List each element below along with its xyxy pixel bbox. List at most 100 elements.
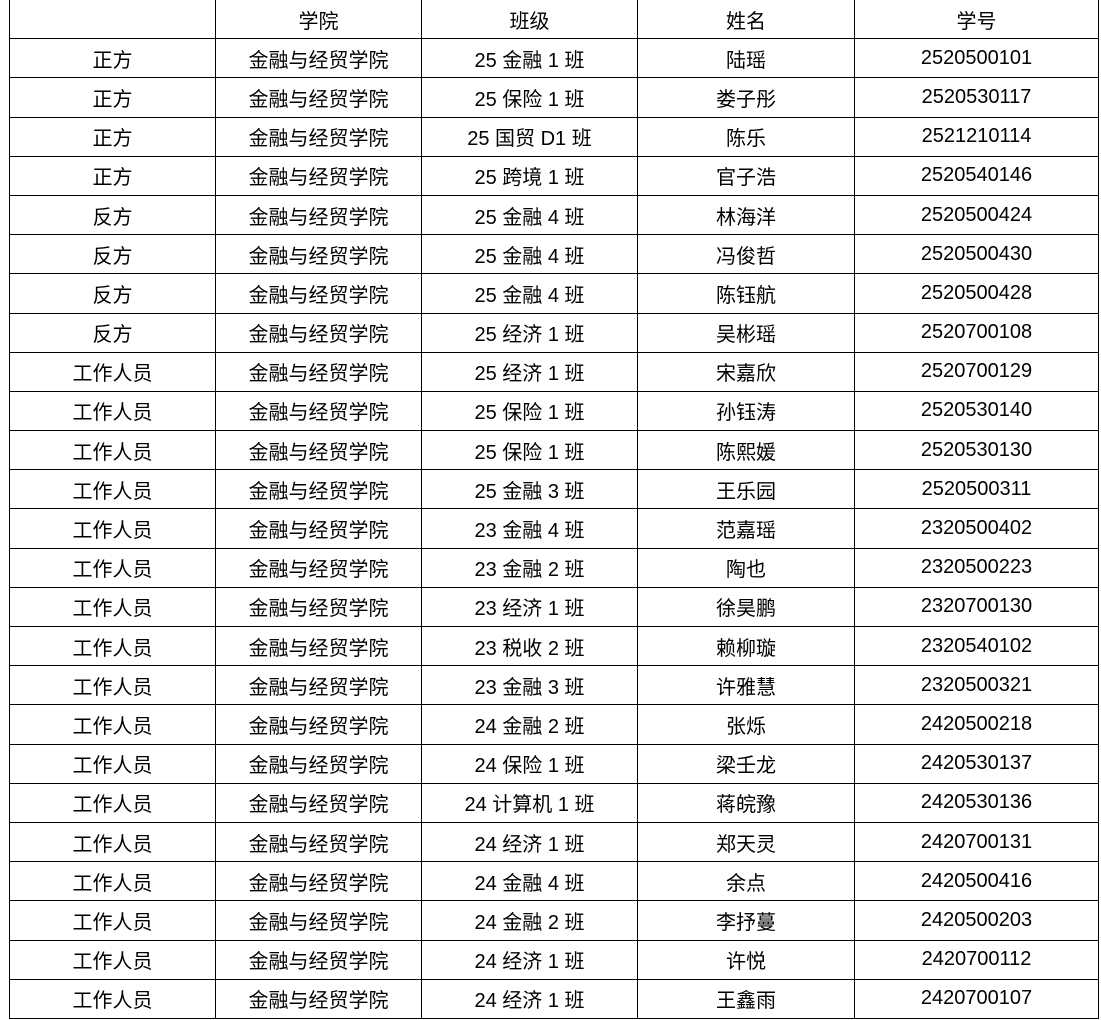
roster-table: 学院 班级 姓名 学号 正方 金融与经贸学院 25 金融 1 班陆瑶 25205001… <box>9 0 1099 1019</box>
class-cell: 25 国贸 D1 班 <box>421 116 638 157</box>
table-row: 工作人员 金融与经贸学院 23 金融 4 班范嘉瑶 2320500402 <box>9 508 1099 549</box>
class-cell: 25 保险 1 班 <box>421 390 638 432</box>
role-cell: 工作人员 <box>9 547 216 588</box>
student-id-cell: 2520500311 <box>854 469 1099 510</box>
table-row: 工作人员 金融与经贸学院 25 保险 1 班孙钰涛 2520530140 <box>9 390 1099 432</box>
class-cell: 23 金融 4 班 <box>421 508 638 549</box>
class-cell: 24 金融 2 班 <box>421 900 638 941</box>
header-name: 姓名 <box>637 0 855 40</box>
class-cell: 24 经济 1 班 <box>421 939 638 980</box>
student-id-cell: 2420700107 <box>854 978 1099 1019</box>
role-cell: 工作人员 <box>9 939 216 980</box>
table-row: 工作人员 金融与经贸学院 24 金融 2 班李抒蔓 2420500203 <box>9 900 1099 941</box>
role-cell: 正方 <box>9 38 216 79</box>
student-id-cell: 2520530140 <box>854 390 1099 432</box>
class-cell: 24 计算机 1 班 <box>421 782 638 823</box>
student-id-cell: 2420500218 <box>854 704 1099 745</box>
table-row: 工作人员 金融与经贸学院 24 金融 4 班余点 2420500416 <box>9 861 1099 902</box>
header-role <box>9 0 216 40</box>
student-id-cell: 2520700129 <box>854 351 1099 392</box>
name-cell: 张烁 <box>637 704 855 745</box>
student-id-cell: 2420700112 <box>854 939 1099 980</box>
college-cell: 金融与经贸学院 <box>215 704 422 745</box>
name-cell: 余点 <box>637 861 855 902</box>
class-cell: 25 金融 4 班 <box>421 194 638 236</box>
class-cell: 23 税收 2 班 <box>421 625 638 667</box>
table-row: 反方 金融与经贸学院 25 金融 4 班林海洋 2520500424 <box>9 194 1099 236</box>
student-id-cell: 2420530137 <box>854 743 1099 784</box>
role-cell: 工作人员 <box>9 430 216 471</box>
name-cell: 范嘉瑶 <box>637 508 855 549</box>
role-cell: 工作人员 <box>9 861 216 902</box>
table-row: 工作人员 金融与经贸学院 25 经济 1 班宋嘉欣 2520700129 <box>9 351 1099 392</box>
name-cell: 赖柳璇 <box>637 625 855 667</box>
class-cell: 23 经济 1 班 <box>421 586 638 628</box>
college-cell: 金融与经贸学院 <box>215 312 422 353</box>
student-id-cell: 2521210114 <box>854 116 1099 157</box>
table-row: 工作人员 金融与经贸学院 23 金融 2 班陶也 2320500223 <box>9 547 1099 588</box>
student-id-cell: 2520500430 <box>854 234 1099 275</box>
role-cell: 工作人员 <box>9 586 216 628</box>
name-cell: 宋嘉欣 <box>637 351 855 392</box>
name-cell: 李抒蔓 <box>637 900 855 941</box>
header-row: 学院 班级 姓名 学号 <box>9 0 1099 40</box>
class-cell: 24 保险 1 班 <box>421 743 638 784</box>
student-id-cell: 2420700131 <box>854 821 1099 863</box>
student-id-cell: 2520530130 <box>854 430 1099 471</box>
student-id-cell: 2520500101 <box>854 38 1099 79</box>
table-row: 正方 金融与经贸学院 25 保险 1 班娄子彤 2520530117 <box>9 77 1099 118</box>
class-cell: 25 金融 4 班 <box>421 273 638 314</box>
name-cell: 官子浩 <box>637 155 855 196</box>
table-row: 工作人员 金融与经贸学院 23 经济 1 班徐昊鹏 2320700130 <box>9 586 1099 628</box>
table-row: 工作人员 金融与经贸学院 24 保险 1 班梁壬龙 2420530137 <box>9 743 1099 784</box>
class-cell: 25 跨境 1 班 <box>421 155 638 196</box>
name-cell: 陈乐 <box>637 116 855 157</box>
name-cell: 陈熙媛 <box>637 430 855 471</box>
name-cell: 蒋皖豫 <box>637 782 855 823</box>
college-cell: 金融与经贸学院 <box>215 469 422 510</box>
college-cell: 金融与经贸学院 <box>215 116 422 157</box>
role-cell: 反方 <box>9 273 216 314</box>
student-id-cell: 2520700108 <box>854 312 1099 353</box>
student-id-cell: 2320540102 <box>854 625 1099 667</box>
college-cell: 金融与经贸学院 <box>215 665 422 706</box>
role-cell: 正方 <box>9 116 216 157</box>
college-cell: 金融与经贸学院 <box>215 351 422 392</box>
name-cell: 徐昊鹏 <box>637 586 855 628</box>
class-cell: 25 金融 3 班 <box>421 469 638 510</box>
college-cell: 金融与经贸学院 <box>215 155 422 196</box>
class-cell: 25 金融 1 班 <box>421 38 638 79</box>
name-cell: 许雅慧 <box>637 665 855 706</box>
table-row: 正方 金融与经贸学院 25 金融 1 班陆瑶 2520500101 <box>9 38 1099 79</box>
table-row: 反方 金融与经贸学院 25 经济 1 班吴彬瑶 2520700108 <box>9 312 1099 353</box>
role-cell: 工作人员 <box>9 704 216 745</box>
role-cell: 工作人员 <box>9 625 216 667</box>
role-cell: 工作人员 <box>9 390 216 432</box>
name-cell: 陆瑶 <box>637 38 855 79</box>
college-cell: 金融与经贸学院 <box>215 77 422 118</box>
college-cell: 金融与经贸学院 <box>215 273 422 314</box>
name-cell: 冯俊哲 <box>637 234 855 275</box>
college-cell: 金融与经贸学院 <box>215 978 422 1019</box>
table-row: 工作人员 金融与经贸学院 24 经济 1 班许悦 2420700112 <box>9 939 1099 980</box>
student-id-cell: 2320500223 <box>854 547 1099 588</box>
role-cell: 工作人员 <box>9 743 216 784</box>
table-row: 工作人员 金融与经贸学院 25 保险 1 班陈熙媛 2520530130 <box>9 430 1099 471</box>
college-cell: 金融与经贸学院 <box>215 900 422 941</box>
role-cell: 工作人员 <box>9 665 216 706</box>
college-cell: 金融与经贸学院 <box>215 508 422 549</box>
role-cell: 反方 <box>9 234 216 275</box>
college-cell: 金融与经贸学院 <box>215 625 422 667</box>
college-cell: 金融与经贸学院 <box>215 939 422 980</box>
role-cell: 工作人员 <box>9 978 216 1019</box>
student-id-cell: 2320500402 <box>854 508 1099 549</box>
student-id-cell: 2420530136 <box>854 782 1099 823</box>
college-cell: 金融与经贸学院 <box>215 430 422 471</box>
class-cell: 25 经济 1 班 <box>421 351 638 392</box>
role-cell: 工作人员 <box>9 782 216 823</box>
student-id-cell: 2320700130 <box>854 586 1099 628</box>
college-cell: 金融与经贸学院 <box>215 861 422 902</box>
role-cell: 反方 <box>9 312 216 353</box>
name-cell: 林海洋 <box>637 194 855 236</box>
name-cell: 孙钰涛 <box>637 390 855 432</box>
